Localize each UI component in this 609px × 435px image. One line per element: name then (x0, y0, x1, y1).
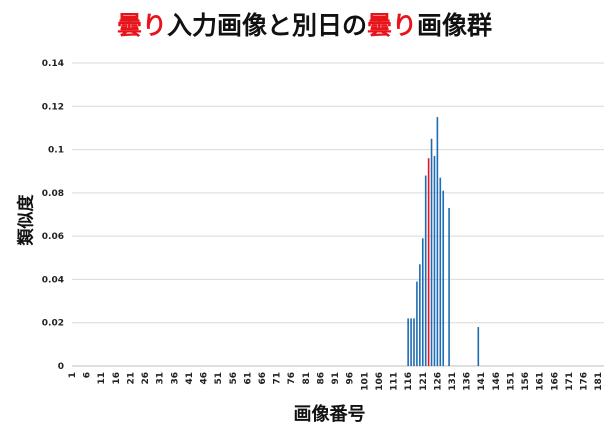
x-tick-label: 31 (156, 372, 166, 385)
highlighted-bar (427, 158, 430, 366)
x-tick-label: 176 (580, 372, 590, 391)
bar (407, 318, 409, 366)
x-tick-label: 171 (565, 372, 575, 391)
x-axis-ticks: 1 6 11 16 21 26 31 36 41 46 51 56 61 66 71 76 81 86 91 96 10… (68, 372, 604, 391)
x-tick-label: 71 (273, 372, 283, 385)
x-tick-label: 41 (185, 372, 195, 385)
title-text-2: 画像群 (417, 11, 493, 40)
x-tick-label: 106 (375, 372, 385, 391)
x-tick-label: 6 (83, 372, 93, 378)
x-tick-label: 146 (492, 372, 502, 391)
x-tick-label: 91 (331, 372, 341, 385)
y-axis-label: 類似度 (16, 194, 37, 246)
x-tick-label: 81 (302, 372, 312, 385)
bar (416, 281, 418, 366)
x-tick-label: 46 (200, 372, 210, 385)
title-red-1: 曇り (116, 11, 167, 40)
x-tick-label: 21 (126, 372, 136, 385)
x-tick-label: 16 (112, 372, 122, 385)
x-tick-label: 66 (258, 372, 268, 385)
y-tick-label: 0.06 (42, 232, 64, 242)
y-tick-label: 0.12 (42, 102, 64, 112)
x-tick-label: 36 (170, 372, 180, 385)
x-tick-label: 56 (229, 372, 239, 385)
bar (448, 208, 450, 366)
x-tick-label: 141 (477, 372, 487, 391)
x-tick-label: 1 (68, 372, 78, 378)
title-text-1: 入力画像と別日の (166, 11, 367, 40)
bar (410, 318, 412, 366)
bar (421, 238, 424, 366)
y-tick-label: 0.04 (42, 275, 64, 285)
x-tick-label: 131 (448, 372, 458, 391)
bar (442, 190, 445, 366)
bar (433, 156, 436, 366)
chart-title: 曇り入力画像と別日の曇り画像群 (0, 6, 609, 42)
x-tick-label: 26 (141, 372, 151, 385)
bar (477, 327, 480, 366)
x-tick-label: 161 (536, 372, 546, 391)
x-tick-label: 51 (214, 372, 224, 385)
y-axis-ticks: 0 0.02 0.04 0.06 0.08 0.1 0.12 0.14 (42, 59, 64, 372)
x-tick-label: 86 (316, 372, 326, 385)
x-tick-label: 126 (433, 372, 443, 391)
y-tick-label: 0.08 (42, 189, 64, 199)
x-tick-label: 76 (287, 372, 297, 385)
x-tick-label: 111 (390, 372, 400, 391)
y-tick-label: 0 (58, 362, 64, 372)
x-tick-label: 11 (97, 372, 107, 385)
y-tick-label: 0.02 (42, 319, 64, 329)
x-tick-label: 116 (404, 372, 414, 391)
x-tick-label: 156 (521, 372, 531, 391)
x-tick-label: 181 (594, 372, 604, 391)
grid-lines (72, 62, 604, 367)
x-tick-label: 151 (506, 372, 516, 391)
bar (419, 264, 421, 366)
x-tick-label: 136 (463, 372, 473, 391)
bars (407, 117, 480, 366)
bar (424, 175, 427, 366)
bar (413, 318, 415, 366)
bar (439, 177, 442, 366)
x-tick-label: 166 (550, 372, 560, 391)
x-axis-label: 画像番号 (293, 404, 366, 425)
title-red-2: 曇り (367, 11, 418, 40)
bar (436, 117, 439, 366)
x-tick-label: 61 (243, 372, 253, 385)
bar (430, 138, 433, 366)
y-tick-label: 0.14 (42, 59, 64, 69)
x-tick-label: 121 (419, 372, 429, 391)
x-tick-label: 101 (360, 372, 370, 391)
x-tick-label: 96 (346, 372, 356, 385)
y-tick-label: 0.1 (48, 146, 64, 156)
